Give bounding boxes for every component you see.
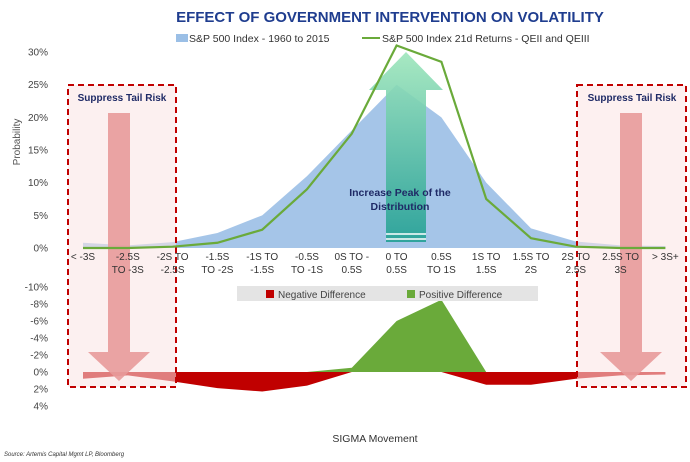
x-axis-labels: < -3S -2.5S TO -3S-2S TO -2.5S-1.5S TO -2S-1… xyxy=(71,252,679,276)
x-tick-line: 3S xyxy=(614,265,627,276)
qe-returns-line xyxy=(82,44,666,250)
x-tick-line: -0.5S xyxy=(295,252,319,263)
y-tick-bottom: 4% xyxy=(34,402,49,413)
x-tick-label: 1.5S TO 2S xyxy=(513,252,550,276)
y-tick-top: 20% xyxy=(28,113,48,124)
x-tick-line: 0.5S xyxy=(342,265,363,276)
x-tick-label: < -3S xyxy=(71,252,96,263)
x-tick-line: 2.5S xyxy=(566,265,587,276)
x-tick-label: 0S TO - 0.5S xyxy=(334,252,369,276)
x-tick-line: -2.5S xyxy=(116,252,140,263)
x-tick-line: < -3S xyxy=(71,252,96,263)
right-annotation-label: Suppress Tail Risk xyxy=(588,93,677,104)
historical-area xyxy=(83,84,666,249)
source-note: Source: Artemis Capital Mgmt LP, Bloombe… xyxy=(4,452,125,458)
x-tick-line: TO -2S xyxy=(201,265,233,276)
right-tail-box-border xyxy=(576,84,687,388)
x-tick-line: -1S TO xyxy=(246,252,278,263)
x-tick-label: 2.5S TO 3S xyxy=(602,252,639,276)
x-tick-line: 2.5S TO xyxy=(602,252,639,263)
center-annotation: Increase Peak of the Distribution xyxy=(349,187,451,213)
x-tick-label: -1.5S TO -2S xyxy=(201,252,233,276)
chart-title: EFFECT OF GOVERNMENT INTERVENTION ON VOL… xyxy=(176,9,604,26)
bottom-y-axis: 4% 2% 0% -2% -4% -6% -8% -10% xyxy=(25,283,48,413)
legend-background xyxy=(237,286,538,301)
legend-label-negative: Negative Difference xyxy=(278,290,366,301)
x-tick-line: > 3S+ xyxy=(652,252,679,263)
x-axis-title: SIGMA Movement xyxy=(332,433,417,445)
qe-line xyxy=(83,44,666,250)
x-tick-line: 0S TO - xyxy=(334,252,369,263)
x-tick-label: 0.5S TO 1S xyxy=(427,252,456,276)
left-annotation-label: Suppress Tail Risk xyxy=(78,93,167,104)
x-tick-label: 0 TO 0.5S xyxy=(386,252,408,276)
legend-swatch-historical xyxy=(176,34,188,42)
x-tick-line: TO 1S xyxy=(427,265,456,276)
y-tick-top: 30% xyxy=(28,48,48,59)
left-tail-box-border xyxy=(67,84,177,388)
x-tick-label: -2S TO -2.5S xyxy=(157,252,189,276)
y-tick-bottom: -2% xyxy=(30,351,48,362)
x-tick-line: 1.5S xyxy=(476,265,497,276)
legend-label-qe: S&P 500 Index 21d Returns - QEII and QEI… xyxy=(382,33,590,45)
legend-swatch-negative xyxy=(266,290,274,298)
center-annotation-line: Distribution xyxy=(371,201,430,213)
x-tick-line: 0.5S xyxy=(431,252,452,263)
y-tick-bottom: 2% xyxy=(34,385,49,396)
x-tick-label: -1S TO -1.5S xyxy=(246,252,278,276)
y-tick-top: 0% xyxy=(34,244,49,255)
y-tick-top: 15% xyxy=(28,146,48,157)
y-tick-top: 25% xyxy=(28,80,48,91)
x-tick-line: TO -1S xyxy=(291,265,323,276)
x-tick-line: -2S TO xyxy=(157,252,189,263)
x-tick-line: -2.5S xyxy=(161,265,185,276)
y-axis-label: Probability xyxy=(12,119,23,166)
positive-difference-area xyxy=(83,299,666,372)
negative-difference-area xyxy=(83,372,666,392)
y-tick-bottom: -8% xyxy=(30,300,48,311)
top-legend: S&P 500 Index - 1960 to 2015 S&P 500 Ind… xyxy=(176,33,590,45)
y-tick-bottom: -6% xyxy=(30,317,48,328)
y-tick-bottom: -4% xyxy=(30,334,48,345)
x-tick-line: -1.5S xyxy=(205,252,229,263)
x-tick-line: 0.5S xyxy=(386,265,407,276)
legend-label-positive: Positive Difference xyxy=(419,290,503,301)
x-tick-line: 0 TO xyxy=(386,252,408,263)
legend-swatch-positive xyxy=(407,290,415,298)
legend-label-historical: S&P 500 Index - 1960 to 2015 xyxy=(189,33,330,45)
x-tick-label: -2.5S TO -3S xyxy=(112,252,144,276)
x-tick-line: 2S TO xyxy=(562,252,591,263)
x-tick-label: -0.5S TO -1S xyxy=(291,252,323,276)
y-tick-top: 5% xyxy=(34,211,49,222)
top-y-axis: 0% 5% 10% 15% 20% 25% 30% xyxy=(28,48,48,255)
difference-legend: Negative Difference Positive Difference xyxy=(237,286,538,301)
x-tick-label: 1S TO 1.5S xyxy=(472,252,501,276)
x-tick-line: TO -3S xyxy=(112,265,144,276)
x-tick-line: 1S TO xyxy=(472,252,501,263)
center-up-arrow xyxy=(369,52,443,242)
y-tick-top: 10% xyxy=(28,178,48,189)
x-tick-label: > 3S+ xyxy=(652,252,679,263)
x-tick-line: 1.5S TO xyxy=(513,252,550,263)
x-tick-label: 2S TO 2.5S xyxy=(562,252,591,276)
x-tick-line: -1.5S xyxy=(250,265,274,276)
x-tick-line: 2S xyxy=(525,265,538,276)
y-tick-bottom: -10% xyxy=(25,283,48,294)
y-tick-bottom: 0% xyxy=(34,368,49,379)
center-annotation-line: Increase Peak of the xyxy=(349,187,451,199)
